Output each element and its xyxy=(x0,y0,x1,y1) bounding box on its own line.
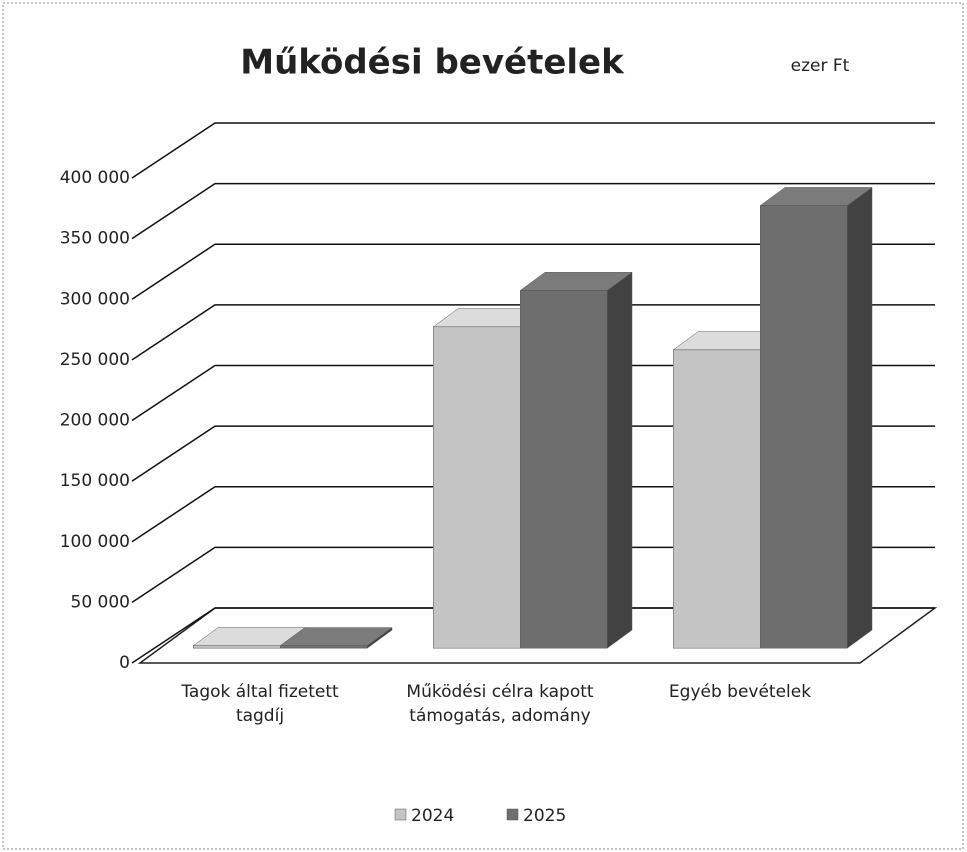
x-tick-label: Egyéb bevételek xyxy=(668,682,812,702)
x-tick-label: Tagok által fizetett tagdíj xyxy=(181,682,339,726)
x-tick-label: Működési célra kapott támogatás, adomány xyxy=(406,682,594,726)
bar-side xyxy=(607,271,633,649)
bar-front xyxy=(193,645,281,649)
bar xyxy=(759,186,873,649)
y-tick-label: 350 000 xyxy=(60,229,130,249)
y-tick-label: 200 000 xyxy=(60,411,130,431)
bar-front xyxy=(280,645,368,649)
bar-front xyxy=(760,205,848,649)
legend-swatch xyxy=(394,808,407,821)
grid-line xyxy=(131,182,935,240)
y-tick-label: 300 000 xyxy=(60,289,130,309)
y-tick-label: 0 xyxy=(119,653,130,673)
y-tick-label: 100 000 xyxy=(60,532,130,552)
legend-label: 2024 xyxy=(411,806,454,826)
bar-side xyxy=(847,186,873,649)
legend-label: 2025 xyxy=(523,806,566,826)
bar-front xyxy=(433,326,521,649)
chart-title: Működési bevételek xyxy=(240,43,625,83)
bar xyxy=(279,627,393,649)
grid-line xyxy=(131,122,935,179)
legend-swatch xyxy=(506,808,519,821)
y-tick-label: 250 000 xyxy=(60,350,130,370)
y-tick-label: 50 000 xyxy=(71,592,130,612)
grid-line xyxy=(131,243,935,300)
y-tick-label: 400 000 xyxy=(60,168,130,188)
bar xyxy=(519,271,633,649)
bar-front xyxy=(520,290,608,649)
chart-subtitle: ezer Ft xyxy=(791,56,850,76)
y-tick-label: 150 000 xyxy=(60,471,130,491)
grid-line xyxy=(131,304,935,361)
bar-front xyxy=(673,349,761,649)
